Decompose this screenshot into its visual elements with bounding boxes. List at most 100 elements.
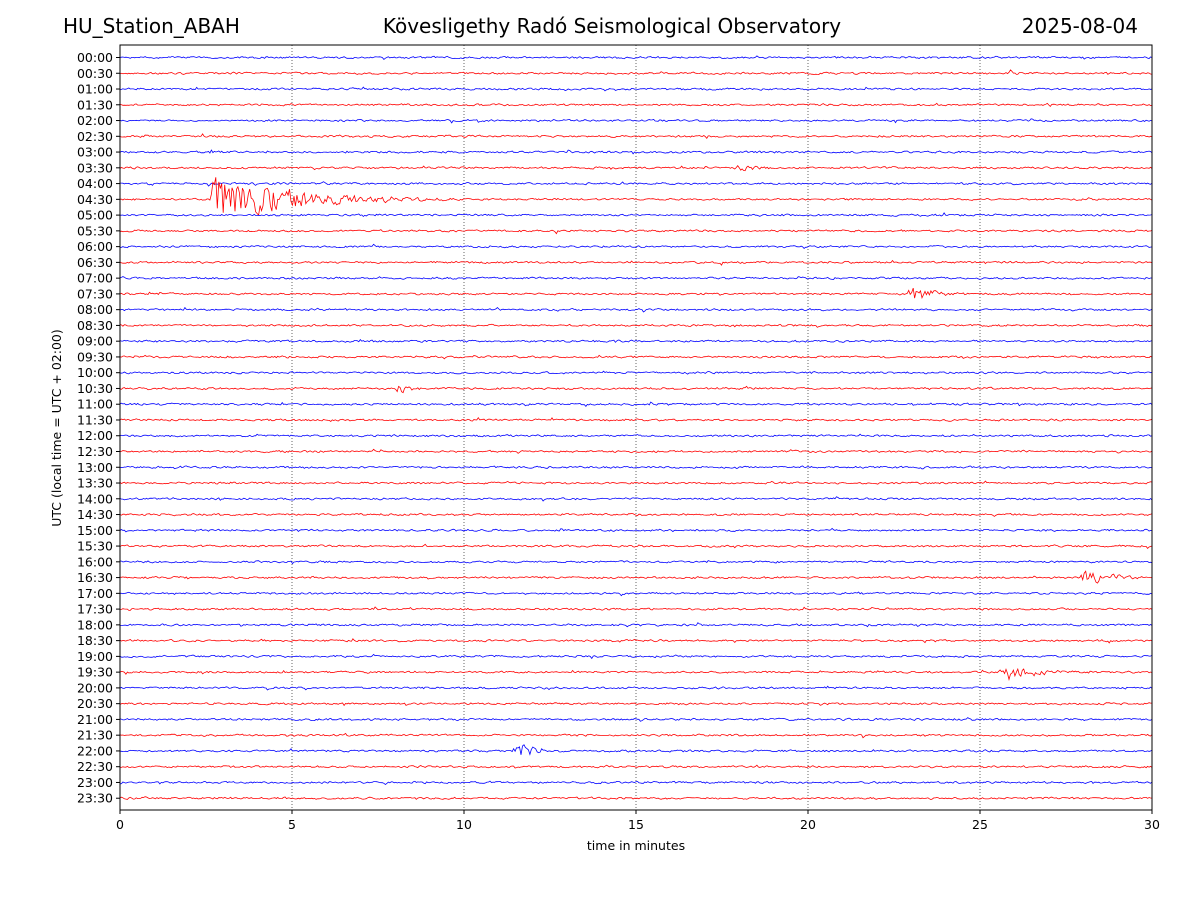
trace-0100 xyxy=(119,86,1153,92)
x-tick-label: 5 xyxy=(288,817,296,832)
y-tick-label: 01:00 xyxy=(77,82,113,97)
y-tick-label: 15:30 xyxy=(77,539,113,554)
y-tick-label: 12:30 xyxy=(77,444,113,459)
y-tick-label: 12:00 xyxy=(77,428,113,443)
trace-1030 xyxy=(119,385,1153,394)
y-tick-label: 19:00 xyxy=(77,649,113,664)
y-tick-label: 09:00 xyxy=(77,334,113,349)
trace-2130 xyxy=(119,732,1153,739)
y-tick-label: 06:30 xyxy=(77,255,113,270)
y-tick-label: 08:30 xyxy=(77,318,113,333)
y-tick-label: 15:00 xyxy=(77,523,113,538)
trace-2100 xyxy=(119,717,1153,722)
y-tick-label: 20:30 xyxy=(77,696,113,711)
y-tick-label: 04:30 xyxy=(77,192,113,207)
trace-0930 xyxy=(119,354,1153,360)
y-tick-label: 09:30 xyxy=(77,349,113,364)
y-tick-label: 05:30 xyxy=(77,223,113,238)
y-tick-label: 02:00 xyxy=(77,113,113,128)
y-tick-label: 11:30 xyxy=(77,412,113,427)
y-tick-label: 03:00 xyxy=(77,145,113,160)
trace-0200 xyxy=(119,118,1153,124)
trace-1330 xyxy=(119,480,1153,485)
trace-0500 xyxy=(120,212,1153,218)
trace-2330 xyxy=(119,796,1153,801)
trace-0600 xyxy=(119,243,1153,249)
trace-2000 xyxy=(119,685,1153,691)
y-tick-label: 19:30 xyxy=(77,665,113,680)
x-tick-label: 15 xyxy=(628,817,644,832)
y-tick-label: 00:00 xyxy=(77,50,113,65)
y-tick-label: 21:00 xyxy=(77,712,113,727)
y-tick-label: 18:00 xyxy=(77,617,113,632)
y-tick-label: 17:00 xyxy=(77,586,113,601)
y-tick-label: 08:00 xyxy=(77,302,113,317)
trace-2030 xyxy=(119,702,1152,707)
station-label: HU_Station_ABAH xyxy=(63,14,240,38)
x-tick-label: 25 xyxy=(972,817,988,832)
y-tick-label: 10:30 xyxy=(77,381,113,396)
trace-0700 xyxy=(119,276,1152,280)
y-tick-label: 04:00 xyxy=(77,176,113,191)
y-tick-label: 07:30 xyxy=(77,286,113,301)
trace-0430 xyxy=(120,177,1153,216)
trace-1930 xyxy=(119,667,1153,681)
y-axis-label: UTC (local time = UTC + 02:00) xyxy=(49,329,64,527)
y-tick-label: 22:00 xyxy=(77,743,113,758)
trace-0530 xyxy=(119,229,1153,235)
y-tick-label: 11:00 xyxy=(77,397,113,412)
trace-0000 xyxy=(119,55,1153,60)
y-tick-label: 23:00 xyxy=(77,775,113,790)
date-label: 2025-08-04 xyxy=(1021,14,1138,38)
trace-0830 xyxy=(119,323,1153,328)
trace-0330 xyxy=(119,165,1153,172)
trace-0230 xyxy=(119,133,1153,139)
trace-1600 xyxy=(119,560,1153,565)
trace-1500 xyxy=(119,527,1153,533)
y-tick-label: 23:30 xyxy=(77,791,113,806)
trace-0400 xyxy=(120,181,1153,187)
trace-1200 xyxy=(119,433,1153,438)
y-tick-label: 02:30 xyxy=(77,129,113,144)
y-tick-label: 13:30 xyxy=(77,476,113,491)
trace-1430 xyxy=(119,512,1153,517)
y-tick-label: 21:30 xyxy=(77,728,113,743)
y-tick-label: 05:00 xyxy=(77,208,113,223)
trace-1230 xyxy=(119,448,1153,454)
grid-lines xyxy=(291,45,981,810)
y-tick-label: 22:30 xyxy=(77,759,113,774)
y-tick-label: 14:30 xyxy=(77,507,113,522)
y-tick-label: 16:00 xyxy=(77,554,113,569)
trace-0800 xyxy=(119,306,1153,313)
trace-1530 xyxy=(119,543,1153,549)
x-axis-ticks: 0 5 10 15 20 25 30 xyxy=(116,810,1160,832)
y-tick-label: 10:00 xyxy=(77,365,113,380)
trace-1100 xyxy=(119,401,1153,408)
y-tick-label: 03:30 xyxy=(77,160,113,175)
trace-1000 xyxy=(119,370,1153,375)
trace-2200 xyxy=(119,744,1153,756)
trace-0030 xyxy=(119,69,1153,76)
x-tick-label: 20 xyxy=(800,817,816,832)
trace-0900 xyxy=(119,338,1153,343)
trace-0630 xyxy=(119,259,1153,266)
x-tick-label: 10 xyxy=(456,817,472,832)
trace-0730 xyxy=(119,287,1153,300)
trace-1830 xyxy=(119,638,1153,644)
y-tick-label: 01:30 xyxy=(77,97,113,112)
trace-1400 xyxy=(119,496,1153,502)
trace-1630 xyxy=(119,570,1153,584)
x-axis-label: time in minutes xyxy=(587,838,685,853)
trace-1300 xyxy=(119,465,1153,470)
x-tick-label: 0 xyxy=(116,817,124,832)
y-tick-label: 00:30 xyxy=(77,66,113,81)
trace-1700 xyxy=(120,591,1153,597)
y-tick-label: 20:00 xyxy=(77,680,113,695)
seismogram-traces xyxy=(119,55,1153,801)
y-tick-label: 06:00 xyxy=(77,239,113,254)
trace-0130 xyxy=(119,102,1153,107)
y-axis-ticks: 00:0000:3001:0001:3002:0002:3003:0003:30… xyxy=(77,50,120,806)
trace-0300 xyxy=(119,149,1153,155)
trace-1130 xyxy=(119,416,1153,423)
